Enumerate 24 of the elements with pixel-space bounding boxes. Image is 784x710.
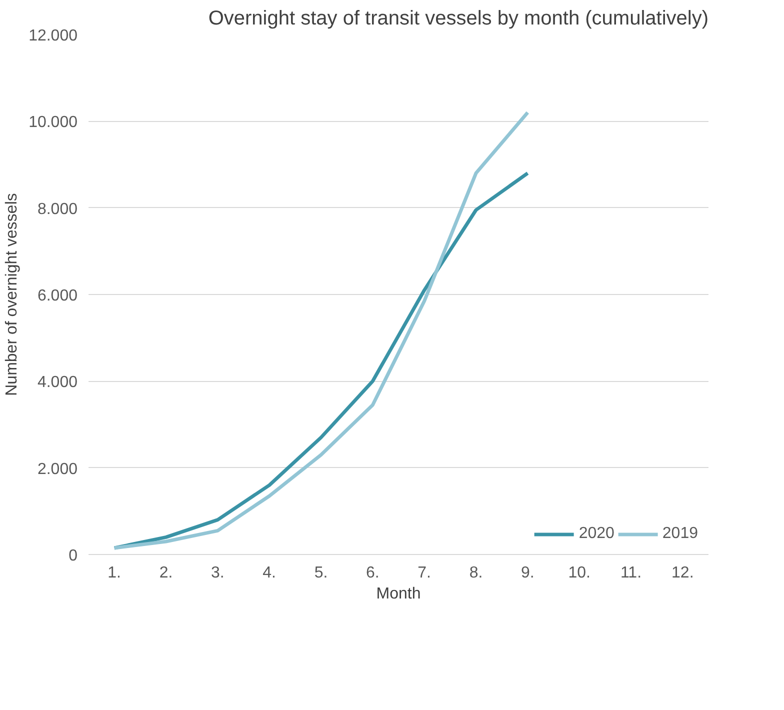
x-tick-label: 11.: [620, 564, 642, 582]
legend-label: 2020: [578, 525, 614, 543]
y-tick-label: 10.000: [28, 114, 78, 132]
x-tick-label: 6.: [366, 564, 380, 582]
x-tick-label: 1.: [108, 564, 122, 582]
x-tick-label: 4.: [262, 564, 276, 582]
x-tick-label: 7.: [418, 564, 432, 582]
y-tick-label: 2.000: [37, 460, 78, 478]
x-tick-label: 8.: [469, 564, 483, 582]
y-tick-label: 12.000: [28, 28, 78, 44]
x-tick-label: 10.: [568, 564, 590, 582]
y-tick-label: 6.000: [37, 288, 78, 304]
chart-title: Overnight stay of transit vessels by month (cumulatively): [208, 8, 708, 30]
y-tick-label: 0: [68, 548, 78, 564]
x-tick-label: 12.: [672, 564, 694, 582]
x-tick-label: 2.: [159, 564, 173, 582]
x-tick-label: 3.: [210, 564, 224, 582]
x-tick-label: 5.: [314, 564, 328, 582]
legend-label: 2019: [662, 525, 698, 543]
y-tick-label: 8.000: [37, 200, 78, 218]
y-axis-title: Number of overnight vessels: [4, 193, 21, 396]
y-tick-label: 4.000: [37, 374, 78, 392]
x-tick-label: 9.: [520, 564, 534, 582]
x-axis-title: Month: [376, 586, 421, 602]
